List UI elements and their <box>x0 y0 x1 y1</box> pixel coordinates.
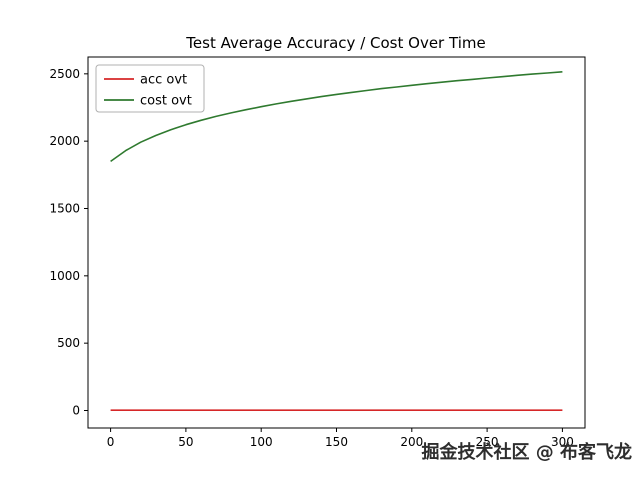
series-line-cost-ovt <box>110 71 563 163</box>
x-axis-tick-label: 200 <box>400 435 423 449</box>
x-axis-tick-label: 50 <box>178 435 193 449</box>
x-axis-tick-label: 300 <box>551 435 574 449</box>
y-axis-tick-label: 0 <box>72 403 80 417</box>
legend-label: acc ovt <box>140 73 187 88</box>
y-axis-tick-label: 2000 <box>49 134 80 148</box>
x-axis-tick-label: 0 <box>107 435 115 449</box>
x-axis-tick-label: 100 <box>250 435 273 449</box>
y-axis-tick-label: 1000 <box>49 269 80 283</box>
watermark: 掘金技术社区 @ 布客飞龙 <box>421 441 632 463</box>
legend-label: cost ovt <box>140 94 192 109</box>
y-axis-tick-label: 500 <box>57 336 80 350</box>
legend: acc ovt cost ovt <box>95 64 205 113</box>
chart-title: Test Average Accuracy / Cost Over Time <box>185 34 485 52</box>
x-axis-tick-label: 250 <box>476 435 499 449</box>
plot-area: 0 50 100 150 200 250 300 0 500 1000 1500 2000 2500 <box>49 56 586 449</box>
y-axis-tick-label: 2500 <box>49 67 80 81</box>
y-axis-tick-label: 1500 <box>49 201 80 215</box>
x-axis-tick-label: 150 <box>325 435 348 449</box>
